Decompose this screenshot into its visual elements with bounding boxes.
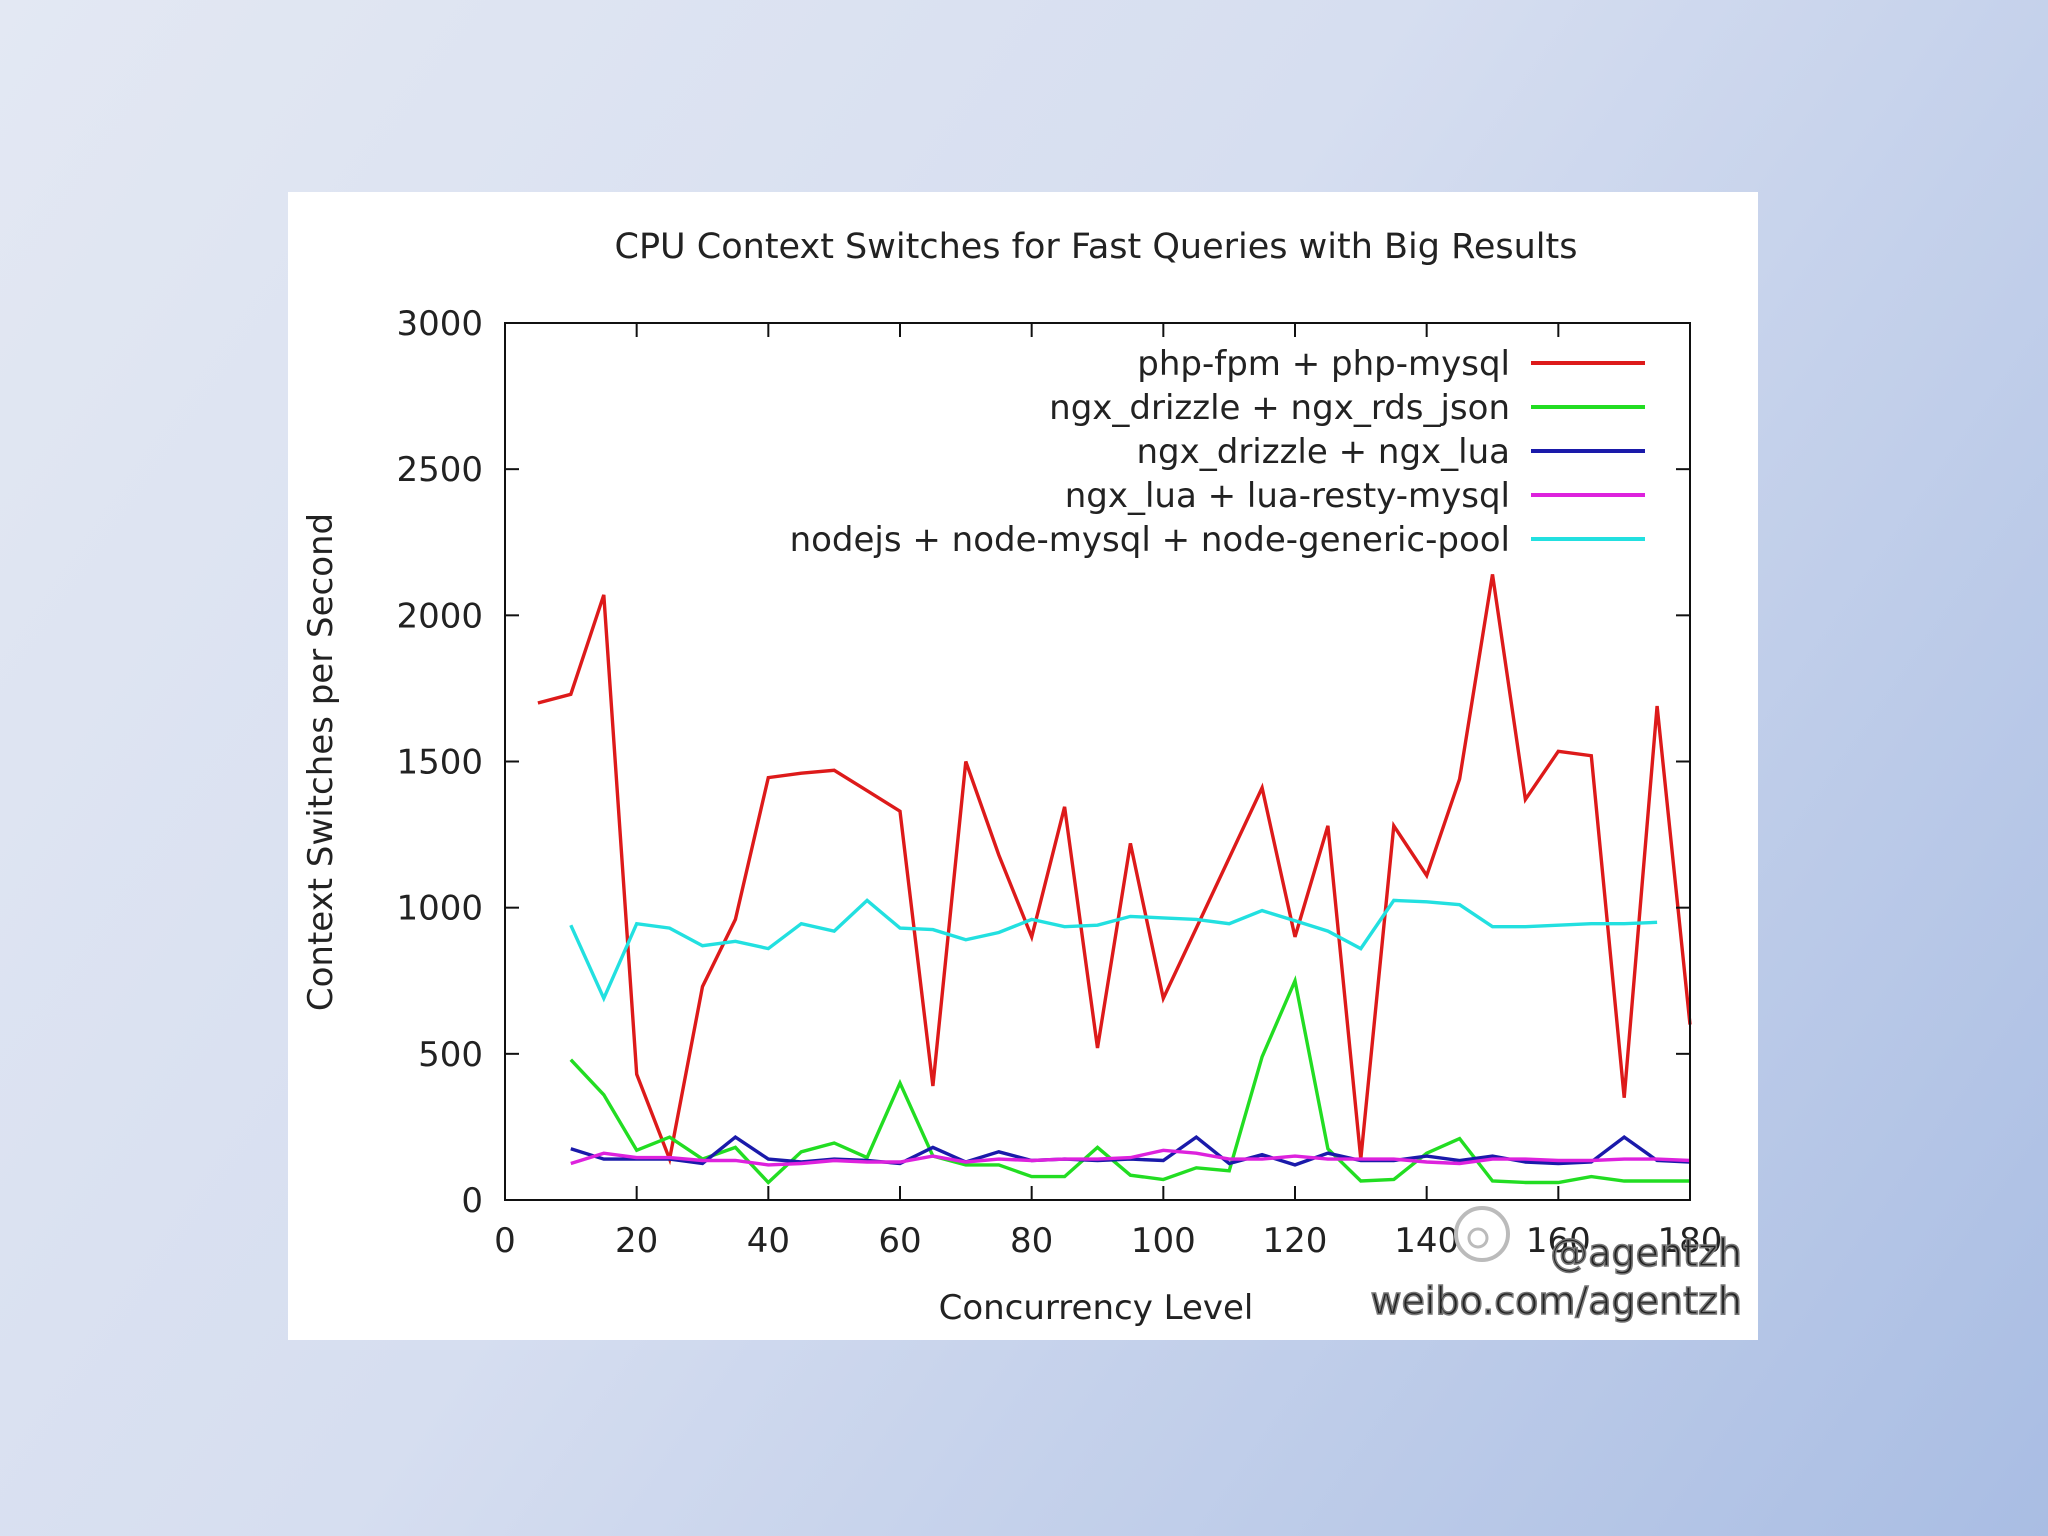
watermark: @agentzh weibo.com/agentzh xyxy=(1370,1206,1743,1324)
y-tick-label: 500 xyxy=(418,1035,483,1075)
y-tick-label: 1000 xyxy=(396,889,483,929)
x-tick-label: 120 xyxy=(1263,1221,1328,1261)
x-tick-label: 40 xyxy=(747,1221,790,1261)
x-tick-label: 140 xyxy=(1394,1221,1459,1261)
series-line-1 xyxy=(537,574,1692,1166)
x-tick-label: 20 xyxy=(615,1221,658,1261)
series-line-4 xyxy=(570,1148,1691,1167)
x-tick-label: 100 xyxy=(1131,1221,1196,1261)
y-tick-label: 3000 xyxy=(396,304,483,344)
plot-frame xyxy=(504,322,1691,1201)
series-line-2 xyxy=(569,975,1690,1185)
x-tick-label: 80 xyxy=(1010,1221,1053,1261)
legend-label-1: php-fpm + php-mysql xyxy=(1137,344,1510,384)
y-tick-label: 2000 xyxy=(396,596,483,636)
weibo-logo-icon xyxy=(1454,1206,1510,1262)
series-layer xyxy=(537,574,1692,1185)
y-tick-label: 2500 xyxy=(396,450,483,490)
y-tick-label: 1500 xyxy=(396,743,483,783)
x-tick-label: 0 xyxy=(494,1221,516,1261)
y-axis-label: Context Switches per Second xyxy=(301,513,341,1011)
legend-label-3: ngx_drizzle + ngx_lua xyxy=(1136,432,1510,472)
x-tick-label: 180 xyxy=(1658,1221,1723,1261)
x-tick-label: 160 xyxy=(1526,1221,1591,1261)
axes-layer: 0 20 40 60 80 100 120 140 160 180 0 500 1000 1500 2000… xyxy=(396,304,1722,1261)
watermark-handle: @agentzh xyxy=(1550,1231,1742,1275)
y-tick-label: 0 xyxy=(461,1181,483,1221)
legend-label-4: ngx_lua + lua-resty-mysql xyxy=(1065,476,1510,516)
x-tick-label: 60 xyxy=(878,1221,921,1261)
legend-label-5: nodejs + node-mysql + node-generic-pool xyxy=(790,520,1510,560)
slide: CPU Context Switches for Fast Queries wi… xyxy=(288,192,1758,1340)
x-axis-label: Concurrency Level xyxy=(939,1288,1254,1328)
legend-label-2: ngx_drizzle + ngx_rds_json xyxy=(1049,388,1510,428)
series-line-5 xyxy=(569,898,1658,1003)
weibo-logo-eye-icon xyxy=(1467,1227,1489,1249)
watermark-url: weibo.com/agentzh xyxy=(1370,1279,1742,1323)
line-chart: CPU Context Switches for Fast Queries wi… xyxy=(301,227,1743,1328)
chart-title: CPU Context Switches for Fast Queries wi… xyxy=(615,227,1578,267)
